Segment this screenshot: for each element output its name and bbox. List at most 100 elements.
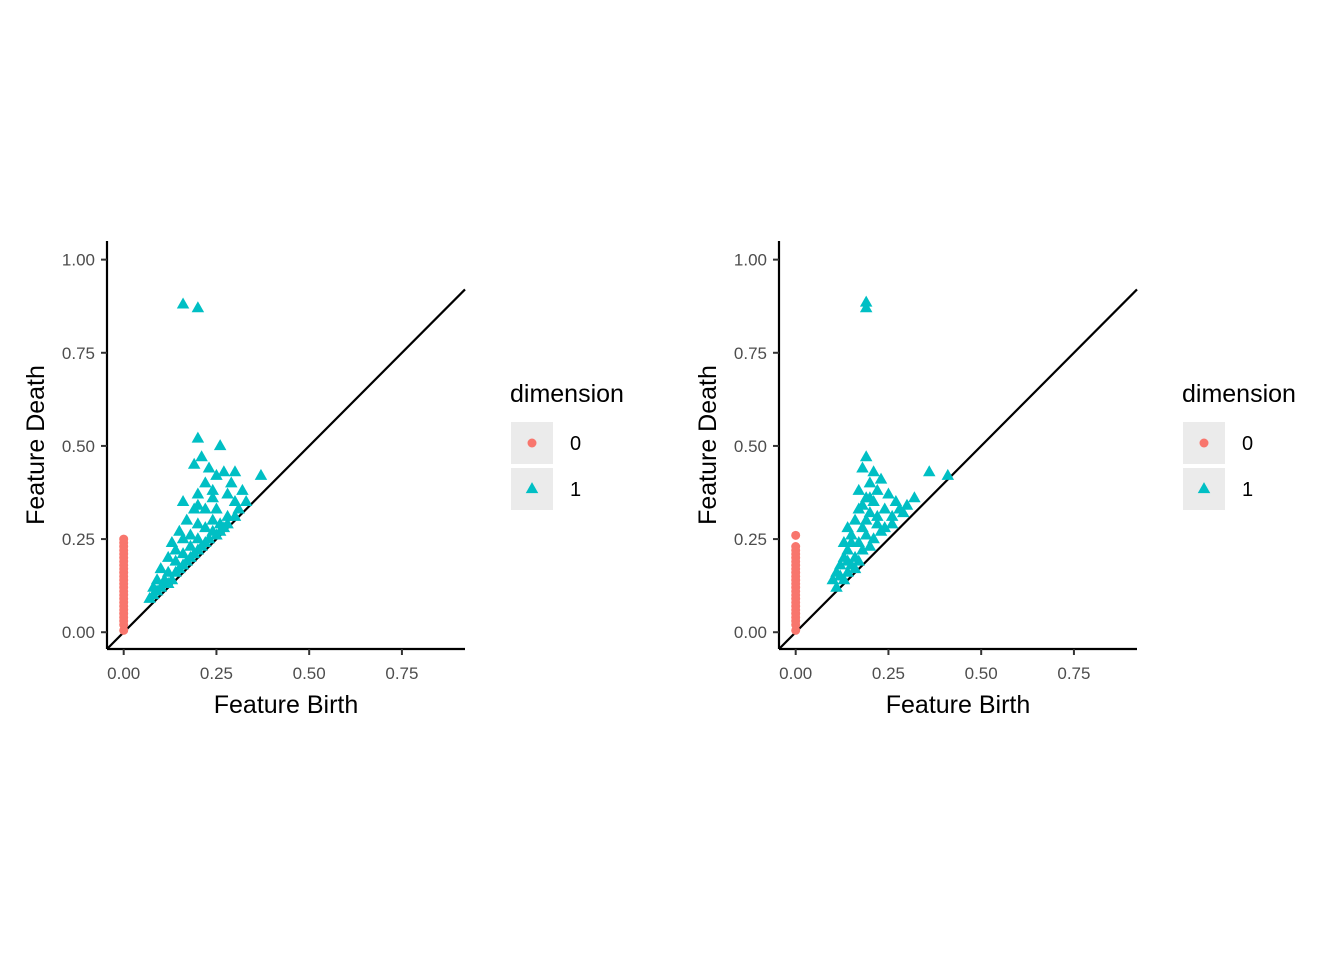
point-dim1-33 (867, 532, 880, 544)
point-dim1-38 (833, 558, 847, 570)
series-dim-1 (826, 295, 955, 592)
y-tick-label-0: 0.00 (734, 623, 767, 642)
point-dim1-15 (221, 487, 234, 499)
legend-label-0: 0 (570, 433, 581, 455)
point-dim1-55 (841, 554, 854, 566)
point-dim1-3 (856, 461, 869, 473)
point-dim1-35 (856, 543, 869, 555)
point-dim1-62 (217, 521, 231, 533)
point-dim1-0 (859, 295, 873, 307)
y-tick-label-4: 1.00 (62, 251, 95, 270)
point-dim1-24 (885, 509, 899, 521)
point-dim1-63 (187, 547, 201, 559)
point-dim1-7 (217, 465, 231, 477)
point-dim1-28 (173, 524, 186, 536)
diagonal-line (778, 288, 1138, 650)
y-tick-label-0: 0.00 (62, 623, 95, 642)
point-dim0-24 (119, 534, 129, 544)
point-dim1-37 (169, 543, 182, 555)
point-dim1-13 (206, 483, 219, 495)
point-dim1-25 (841, 521, 854, 533)
point-dim1-22 (180, 513, 194, 525)
x-axis-title: Feature Birth (886, 691, 1031, 719)
point-dim1-38 (184, 539, 197, 551)
point-dim1-43 (154, 562, 168, 574)
point-dim1-60 (202, 532, 216, 544)
y-tick-label-2: 0.50 (734, 437, 767, 456)
point-dim1-34 (176, 532, 190, 544)
legend-label-0: 0 (1242, 433, 1253, 455)
y-tick-label-1: 0.25 (62, 530, 95, 549)
x-tick-label-3: 0.75 (385, 664, 418, 683)
legend-label-1: 1 (570, 479, 581, 501)
point-dim1-45 (833, 569, 847, 581)
point-dim1-64 (158, 576, 171, 588)
point-dim1-33 (165, 535, 179, 547)
point-dim1-66 (191, 498, 205, 510)
point-dim1-58 (180, 554, 194, 566)
y-tick-label-3: 0.75 (62, 344, 95, 363)
point-dim1-26 (856, 521, 869, 533)
y-tick-label-1: 0.25 (734, 530, 767, 549)
point-dim1-21 (232, 502, 245, 514)
y-axis-title: Feature Death (22, 365, 50, 525)
point-dim1-25 (191, 517, 205, 529)
point-dim1-27 (228, 509, 242, 521)
point-dim1-52 (863, 491, 877, 503)
point-dim1-2 (191, 431, 205, 443)
point-dim1-65 (150, 584, 164, 596)
point-dim1-41 (176, 547, 190, 559)
point-dim1-29 (199, 521, 212, 533)
point-dim1-12 (236, 483, 249, 495)
point-dim1-20 (199, 502, 212, 514)
point-dim1-9 (210, 468, 223, 480)
point-dim1-21 (848, 513, 862, 525)
point-dim1-61 (210, 528, 223, 540)
point-dim1-22 (859, 513, 873, 525)
point-dim0-23 (791, 530, 801, 540)
legend-title: dimension (1182, 380, 1296, 408)
series-dim-1 (143, 297, 268, 603)
point-dim1-9 (852, 483, 866, 495)
legend: dimension 0 1 (1182, 380, 1296, 510)
point-dim1-10 (871, 483, 884, 495)
point-dim1-14 (191, 487, 205, 499)
point-dim1-5 (922, 465, 936, 477)
x-tick-label-0: 0.00 (779, 664, 812, 683)
diagonal-line (106, 288, 466, 650)
point-dim1-11 (882, 487, 895, 499)
point-dim1-16 (900, 498, 914, 510)
x-tick-label-3: 0.75 (1057, 664, 1090, 683)
point-dim0-22 (791, 542, 801, 552)
point-dim1-6 (941, 468, 955, 480)
point-dim1-54 (845, 535, 858, 547)
point-dim1-69 (206, 491, 219, 503)
point-dim1-15 (908, 491, 921, 503)
point-dim1-30 (184, 528, 197, 540)
y-tick-label-2: 0.50 (62, 437, 95, 456)
point-dim1-27 (871, 517, 884, 529)
x-axis-title: Feature Birth (214, 691, 359, 719)
point-dim1-44 (830, 580, 843, 592)
point-dim1-6 (228, 465, 242, 477)
plot-area (106, 288, 466, 650)
point-dim1-1 (859, 301, 873, 313)
series-dim-0 (119, 534, 129, 635)
point-dim1-18 (863, 506, 877, 518)
point-dim1-51 (856, 498, 869, 510)
point-dim1-53 (897, 506, 910, 518)
y-tick-label-4: 1.00 (734, 251, 767, 270)
point-dim1-23 (871, 509, 884, 521)
point-dim1-41 (841, 565, 854, 577)
point-dim1-59 (195, 539, 208, 551)
point-dim1-44 (169, 554, 182, 566)
point-dim1-14 (889, 495, 903, 507)
point-dim1-0 (176, 297, 190, 309)
point-dim1-42 (826, 573, 840, 585)
point-dim1-50 (885, 517, 899, 529)
point-dim1-8 (863, 476, 877, 488)
point-dim1-5 (176, 495, 190, 507)
point-dim1-4 (195, 450, 208, 462)
y-tick-label-3: 0.75 (734, 344, 767, 363)
